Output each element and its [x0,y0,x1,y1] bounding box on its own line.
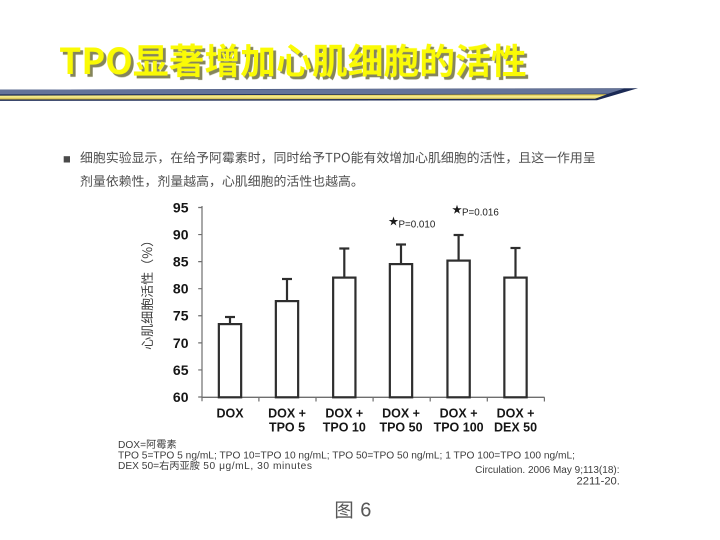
svg-text:85: 85 [173,254,189,270]
svg-text:TPO 100: TPO 100 [434,421,484,435]
svg-text:Circulation. 2006 May 9;113(18: Circulation. 2006 May 9;113(18): [475,465,619,476]
svg-text:75: 75 [173,308,189,324]
svg-text:DOX +: DOX + [382,407,420,421]
svg-text:P=0.016: P=0.016 [462,208,499,219]
svg-text:P=0.010: P=0.010 [399,219,436,230]
svg-text:DEX 50=: DEX 50= [118,461,159,472]
svg-text:TPO 5=TPO 5 ng/mL; TPO 10=TPO: TPO 5=TPO 5 ng/mL; TPO 10=TPO 10 ng/mL; … [118,451,575,462]
svg-text:DEX 50: DEX 50 [494,421,537,435]
svg-text:DOX +: DOX + [440,407,478,421]
svg-text:90: 90 [173,226,189,242]
svg-text:DOX: DOX [216,407,244,421]
svg-text:TPO 50: TPO 50 [379,421,422,435]
svg-text:6: 6 [360,499,371,521]
svg-text:50 μg/mL, 30 minutes: 50 μg/mL, 30 minutes [200,461,313,472]
svg-text:80: 80 [173,281,189,297]
svg-text:65: 65 [173,362,189,378]
svg-text:TPO 5: TPO 5 [269,421,305,435]
svg-text:DOX +: DOX + [497,407,535,421]
svg-text:DOX +: DOX + [268,407,306,421]
svg-text:60: 60 [173,389,189,405]
svg-text:DOX +: DOX + [325,407,363,421]
svg-text:DOX=: DOX= [118,440,146,451]
svg-text:TPO 10: TPO 10 [323,421,366,435]
svg-text:2211-20.: 2211-20. [577,475,620,487]
svg-text:70: 70 [173,335,189,351]
svg-text:95: 95 [173,199,189,215]
